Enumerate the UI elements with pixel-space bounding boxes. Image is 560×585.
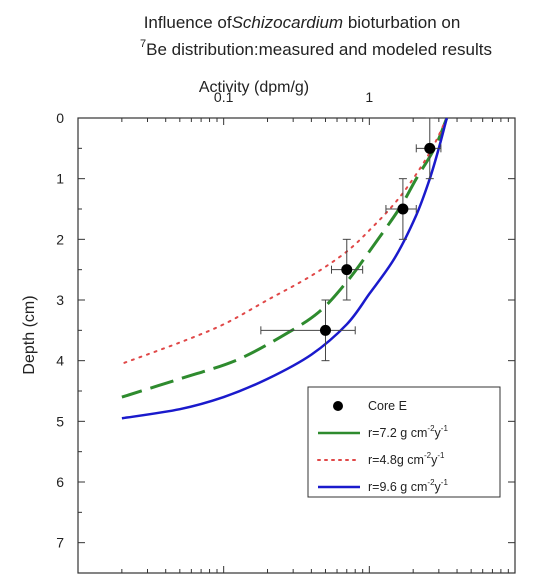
y-axis-label: Depth (cm) [21,295,38,374]
y-tick-label: 2 [56,231,64,247]
y-tick-label: 3 [56,292,64,308]
data-point [424,142,436,154]
y-tick-label: 4 [56,353,64,369]
data-point [319,324,331,336]
model-curve-dashed [121,118,449,399]
chart-title-line-2: 7Be distribution:measured and modeled re… [140,38,492,59]
chart-title-line-1: Influence ofSchizocardium bioturbation o… [144,13,461,32]
legend-label-r72: r=7.2 g cm-2y-1 [368,424,448,440]
y-tick-label: 6 [56,474,64,490]
plot-area [77,117,516,574]
data-point [341,264,353,276]
legend-label-r48: r=4.8g cm-2y-1 [368,451,445,467]
model-curves [120,118,449,420]
legend: Core E r=7.2 g cm-2y-1 r=4.8g cm-2y-1 r=… [307,386,501,498]
y-tick-label: 7 [56,535,64,551]
y-tick-label: 5 [56,413,64,429]
data-point [397,203,409,215]
y-axis-ticks: 0 1 2 3 4 5 6 7 [56,110,515,551]
y-tick-label: 1 [56,171,64,187]
model-curve-dotted [120,118,448,365]
x-axis-ticks: 0.1 1 [77,89,509,573]
x-tick-label: 0.1 [214,89,234,105]
x-axis-label: Activity (dpm/g) [199,79,309,96]
legend-label-core-e: Core E [368,399,407,413]
legend-marker-core-e [333,401,343,411]
model-curve-solid [121,118,449,420]
y-tick-label: 0 [56,110,64,126]
legend-label-r96: r=9.6 g cm-2y-1 [368,478,448,494]
measured-points [260,117,442,362]
x-tick-label: 1 [365,89,373,105]
